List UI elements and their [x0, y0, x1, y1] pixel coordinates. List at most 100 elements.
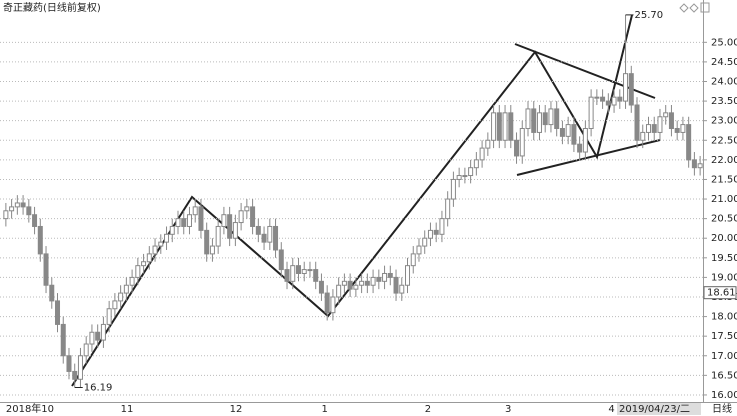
candle-body [514, 139, 520, 157]
candle-body [657, 116, 663, 133]
candle-body [250, 206, 256, 227]
x-tick-label: 4 [608, 404, 614, 415]
candle-body [479, 147, 485, 161]
candle-body [77, 355, 83, 380]
candle-body [634, 104, 640, 141]
candle-body [341, 280, 347, 286]
candle-body [565, 124, 571, 137]
candle-body [347, 280, 353, 290]
candle-body [324, 292, 330, 314]
candle-body [364, 280, 370, 286]
candle-body [244, 206, 250, 212]
candle-body [290, 265, 296, 282]
candle-body [422, 237, 428, 247]
candle-body [284, 269, 290, 282]
candle-body [26, 206, 32, 216]
candle-body [135, 265, 141, 278]
candle-body [376, 276, 382, 282]
candle-body [221, 214, 227, 227]
candle-body [273, 225, 279, 251]
candle-body [169, 225, 175, 235]
candle-body [445, 198, 451, 220]
candle-body [295, 265, 302, 274]
candle-body [473, 159, 479, 169]
candle-body [123, 284, 129, 294]
candle-body [83, 343, 89, 357]
candle-body [66, 355, 72, 372]
candle-body [611, 96, 617, 106]
candle-body [20, 202, 26, 208]
candle-body [462, 175, 468, 178]
candle-body [674, 128, 680, 133]
candle-body [628, 73, 634, 106]
y-tick-label: 24.50 [711, 57, 737, 68]
candle-body [112, 300, 118, 310]
candle-body [129, 276, 135, 286]
y-tick-label: 21.50 [711, 174, 737, 185]
y-tick-label: 16.50 [711, 370, 737, 381]
candle-body [617, 96, 623, 102]
candle-body [525, 108, 531, 130]
candle-body [651, 124, 657, 133]
candle-body [106, 308, 112, 325]
candle-body [313, 269, 319, 282]
candle-body [95, 331, 101, 341]
y-tick-label: 23.50 [711, 96, 737, 107]
candle-body [582, 128, 588, 153]
y-tick-label: 19.00 [711, 272, 737, 283]
candle-body [307, 269, 313, 272]
candle-body [393, 276, 399, 294]
candle-body [588, 96, 594, 130]
candle-body [232, 222, 238, 239]
candle-body [215, 225, 221, 247]
y-tick-label: 21.00 [711, 194, 737, 205]
y-tick-label: 17.50 [711, 331, 737, 342]
candle-body [456, 175, 462, 180]
candle-body [680, 124, 686, 133]
candle-body [519, 128, 525, 157]
candle-body [405, 265, 411, 286]
candle-body [387, 272, 393, 278]
candle-body [536, 112, 542, 133]
cursor-date-box [617, 403, 701, 415]
toolbar-icons [679, 2, 710, 13]
candle-body [164, 233, 170, 243]
candle-body [370, 276, 376, 286]
candle-body [416, 245, 422, 255]
candle-body [3, 210, 9, 220]
candle-body [301, 269, 307, 274]
candle-body [255, 225, 261, 235]
x-tick-label: 2018年10 [6, 402, 54, 415]
candle-body [181, 218, 187, 227]
candle-body [468, 167, 474, 177]
candle-body [600, 96, 606, 102]
candle-body [175, 218, 181, 227]
candle-body [686, 124, 692, 161]
candle-body [89, 331, 95, 345]
candle-body [238, 210, 244, 224]
period-label: 日线 [712, 402, 732, 415]
candle-body [158, 241, 164, 247]
y-tick-label: 22.00 [711, 155, 737, 166]
candle-body [204, 229, 210, 255]
candle-body [502, 112, 508, 141]
candle-body [192, 206, 198, 216]
candle-body [9, 206, 15, 212]
candle-body [623, 73, 629, 102]
candle-body [433, 229, 439, 235]
cursor-date: 2019/04/23/二 [619, 404, 690, 415]
candle-body [278, 249, 284, 271]
candle-body [605, 100, 611, 106]
candle-body [261, 233, 267, 243]
candle-body [37, 225, 43, 255]
candle-body [336, 284, 342, 298]
candle-body [439, 218, 445, 235]
candle-body [359, 280, 365, 286]
candle-body [663, 112, 669, 118]
candle-body [267, 225, 273, 243]
x-tick-label: 11 [121, 404, 134, 415]
candle-body [209, 245, 215, 255]
candle-body [548, 108, 554, 126]
candle-body [49, 284, 55, 302]
y-tick-label: 19.50 [711, 253, 737, 264]
